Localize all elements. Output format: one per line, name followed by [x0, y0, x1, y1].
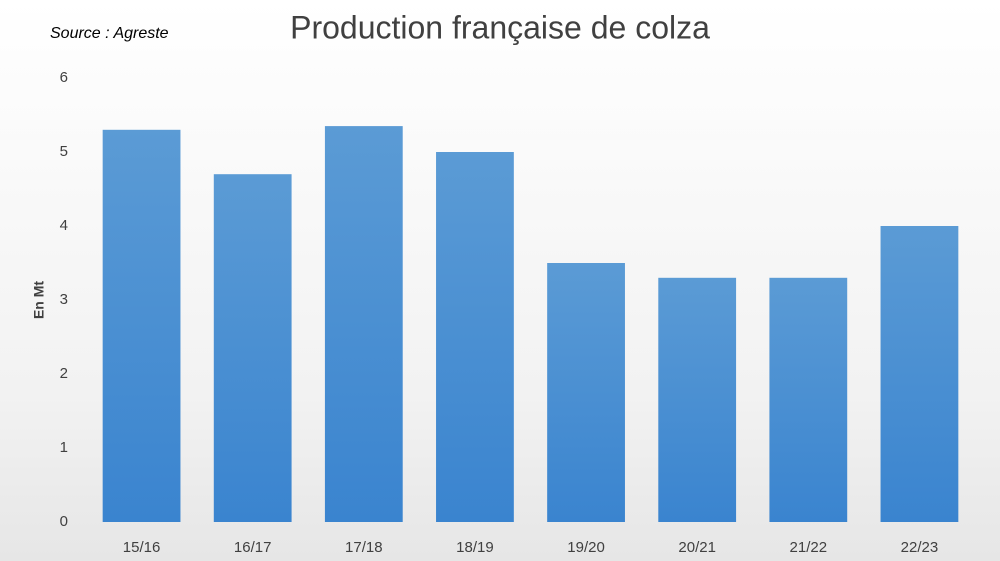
y-tick-label: 0	[60, 513, 68, 530]
x-tick-label: 19/20	[567, 539, 605, 556]
x-tick-label: 17/18	[345, 539, 383, 556]
y-tick-label: 4	[60, 217, 68, 234]
chart-title: Production française de colza	[290, 9, 710, 45]
bar	[880, 226, 959, 522]
x-tick-label: 20/21	[678, 539, 716, 556]
bar	[436, 152, 514, 522]
bar	[324, 126, 403, 522]
y-tick-label: 6	[60, 69, 68, 86]
x-tick-label: 18/19	[456, 539, 494, 556]
bar	[213, 174, 292, 522]
x-tick-label: 15/16	[123, 539, 161, 556]
bar	[769, 277, 848, 522]
x-tick-label: 21/22	[790, 539, 828, 556]
bar	[658, 277, 737, 522]
x-tick-label: 16/17	[234, 539, 272, 556]
y-tick-label: 1	[60, 439, 68, 456]
source-note: Source : Agreste	[50, 25, 169, 42]
bar	[547, 263, 625, 522]
y-axis-label: En Mt	[31, 281, 47, 319]
x-tick-label: 22/23	[901, 539, 939, 556]
y-tick-label: 3	[60, 291, 68, 308]
y-tick-label: 2	[60, 365, 68, 382]
y-tick-label: 5	[60, 143, 68, 160]
bar	[102, 129, 181, 523]
